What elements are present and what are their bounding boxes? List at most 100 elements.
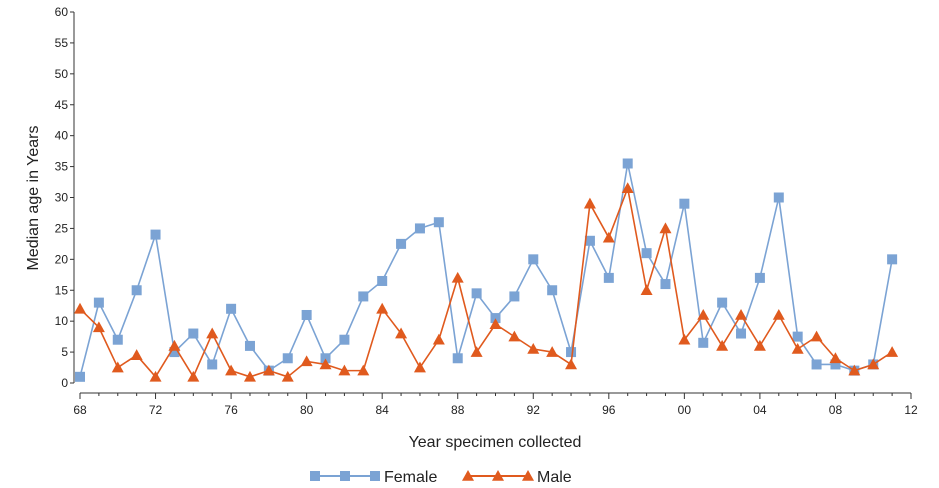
y-tick-label: 45 [55,98,69,112]
y-axis-title: Median age in Years [25,126,42,271]
data-point-female [169,347,180,358]
x-tick-label: 68 [73,403,87,417]
data-point-female [811,359,822,370]
y-tick-label: 30 [55,191,69,205]
data-point-male [451,271,464,283]
y-tick-label: 5 [61,345,68,359]
data-point-male [225,364,238,376]
data-point-female [490,313,501,324]
data-point-male [489,318,502,330]
y-tick-label: 20 [55,252,69,266]
data-point-female [641,248,652,259]
data-point-female [377,275,388,286]
data-point-female [622,158,633,169]
y-axis: 0 5 10 15 20 25 30 35 40 45 50 55 60 [55,5,75,390]
data-point-male [206,327,219,339]
legend-marker [522,470,534,481]
data-point-female [584,235,595,246]
data-point-female [244,340,255,351]
data-point-female [452,353,463,364]
legend-label: Male [537,469,572,486]
data-point-female [754,272,765,283]
data-point-female [131,285,142,296]
data-point-female [547,285,558,296]
data-point-male [886,346,899,357]
data-point-male [395,327,408,339]
legend-marker [340,471,350,481]
data-point-female [603,272,614,283]
data-point-female [150,229,161,240]
data-point-male [716,339,729,351]
x-tick-label: 08 [829,403,843,417]
data-point-female [93,297,104,308]
data-point-female [301,309,312,320]
data-point-male [621,182,634,194]
data-point-male [470,346,483,357]
y-tick-label: 15 [55,283,69,297]
data-point-female [320,353,331,364]
x-tick-label: 00 [678,403,692,417]
data-point-male [338,364,351,376]
data-point-female [792,331,803,342]
x-axis: 68 72 76 80 84 88 92 96 00 04 08 12 [73,392,918,417]
y-tick-label: 40 [55,129,69,143]
data-point-female [282,353,293,364]
data-point-male [697,308,710,320]
x-axis-title: Year specimen collected [409,434,582,451]
data-point-female [773,192,784,203]
data-point-male [583,197,596,209]
legend: Female Male [310,469,572,486]
x-tick-label: 84 [376,403,390,417]
data-point-male [527,342,540,354]
data-point-male [753,339,766,351]
data-point-male [508,330,521,342]
y-tick-label: 10 [55,314,69,328]
data-point-male [678,333,691,345]
x-tick-label: 92 [527,403,541,417]
data-point-male [867,358,880,370]
legend-item-female: Female [310,469,437,486]
series-line-male [79,187,893,378]
data-point-male [810,330,823,342]
data-point-male [262,364,275,376]
data-point-female [679,198,690,209]
data-point-female [509,291,520,302]
data-point-male [376,302,389,314]
y-tick-label: 0 [61,376,68,390]
y-tick-label: 25 [55,221,69,235]
data-point-male [130,349,143,360]
data-point-female [736,328,747,339]
data-point-male [357,364,370,376]
series-line-female [79,162,893,378]
legend-label: Female [384,469,437,486]
x-tick-label: 04 [753,403,767,417]
legend-marker [462,470,474,481]
data-point-male [848,364,861,376]
legend-marker [310,471,320,481]
data-point-male [281,370,294,382]
data-point-female [698,337,709,348]
y-tick-label: 60 [55,5,69,19]
data-point-male [546,346,559,357]
legend-marker [370,471,380,481]
data-point-female [188,328,199,339]
data-point-male [149,370,162,382]
data-point-male [772,308,785,320]
data-point-male [791,342,804,354]
y-tick-label: 35 [55,160,69,174]
data-point-female [226,303,237,314]
data-point-female [433,217,444,228]
data-point-male [243,370,256,382]
data-point-male [432,333,445,345]
data-point-female [528,254,539,265]
legend-marker [492,470,504,481]
x-tick-label: 12 [904,403,918,417]
data-point-male [829,352,842,364]
series-layer [74,158,899,382]
data-point-male [659,222,672,234]
data-point-female [75,371,85,382]
data-point-male [187,370,200,382]
data-point-female [358,291,369,302]
y-tick-label: 50 [55,67,69,81]
